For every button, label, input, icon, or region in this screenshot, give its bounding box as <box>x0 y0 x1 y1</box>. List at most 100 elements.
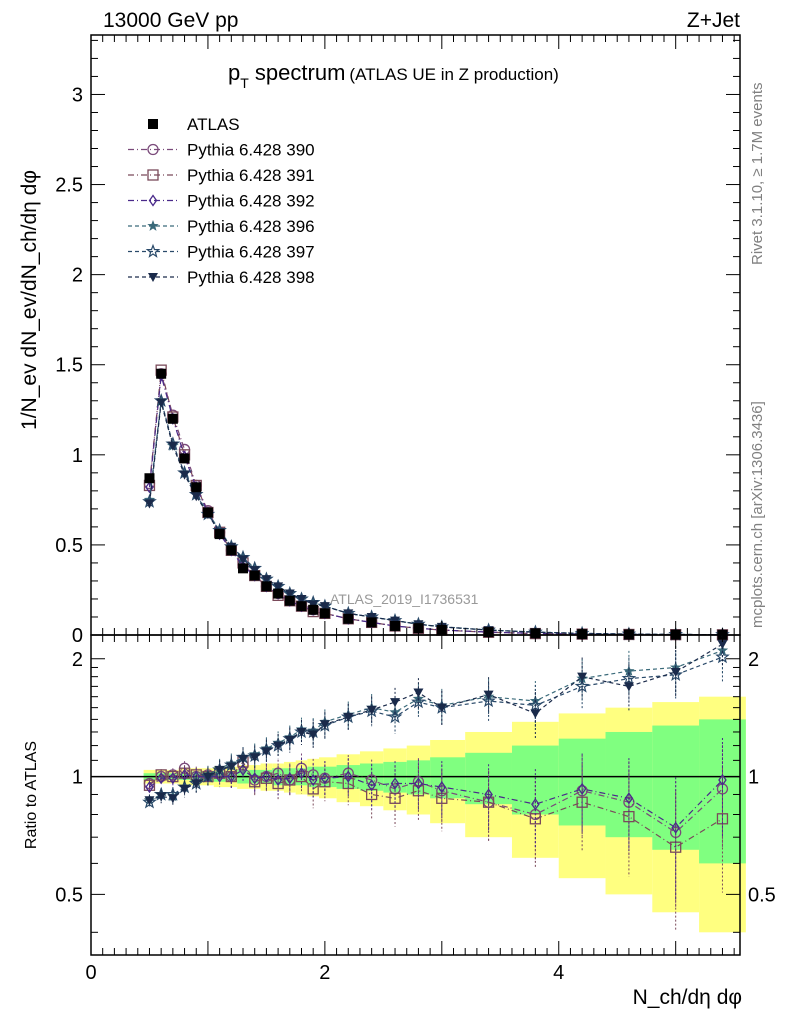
atlas-data-point <box>167 413 178 424</box>
atlas-data-point <box>284 595 295 606</box>
ratio-y-tick-label-right: 0.5 <box>748 884 776 906</box>
legend-marker <box>145 243 161 258</box>
mcplots-label: mcplots.cern.ch [arXiv:1306.3436] <box>749 401 766 628</box>
atlas-data-point <box>249 570 260 581</box>
plot-title-main: p <box>228 60 240 85</box>
ratio-point-pythia-6-428-398 <box>623 682 634 692</box>
ratio-y-axis-title: Ratio to ATLAS <box>23 741 40 849</box>
legend: ATLAS Pythia 6.428 390 Pythia 6.428 391 Pyt… <box>128 115 315 287</box>
atlas-data-point <box>319 608 330 619</box>
ratio-line-pythia-6-428-391 <box>149 760 723 848</box>
legend-marker <box>148 273 158 282</box>
ratio-point-pythia-6-428-398 <box>670 668 681 678</box>
y-tick-label: 1.5 <box>55 355 83 377</box>
ratio-point-pythia-6-428-398 <box>296 727 307 737</box>
atlas-data-point <box>144 473 155 484</box>
series-point-pythia-6-428-398 <box>179 470 190 480</box>
ratio-point-pythia-6-428-392 <box>484 788 493 801</box>
ratio-point-pythia-6-428-398 <box>167 794 178 804</box>
atlas-data-point <box>191 482 202 493</box>
ratio-point-pythia-6-428-392 <box>320 772 330 785</box>
ratio-point-pythia-6-428-392 <box>367 779 376 792</box>
band-green <box>430 757 466 799</box>
ratio-point-pythia-6-428-398 <box>308 730 319 740</box>
legend-marker <box>147 143 159 156</box>
ratio-point-pythia-6-428-397 <box>574 678 590 693</box>
atlas-data-point <box>238 563 249 574</box>
ratio-y-tick-label: 2 <box>72 649 83 671</box>
ratio-point-pythia-6-428-398 <box>390 698 401 708</box>
atlas-data-point <box>202 507 213 518</box>
y-axis-title: 1/N_ev dN_ev/dN_ch/dη dφ <box>18 170 41 430</box>
y-tick-label: 0 <box>72 625 83 647</box>
legend-label: Pythia 6.428 392 <box>187 192 315 211</box>
ratio-point-pythia-6-428-397 <box>481 693 496 708</box>
legend-marker <box>147 169 159 181</box>
ratio-point-pythia-6-428-392 <box>262 770 271 783</box>
ratio-point-pythia-6-428-398 <box>530 709 541 719</box>
ratio-point-pythia-6-428-398 <box>413 688 424 698</box>
rivet-label: Rivet 3.1.10, ≥ 1.7M events <box>749 83 766 266</box>
ratio-point-pythia-6-428-392 <box>250 772 260 785</box>
x-tick-label: 4 <box>553 962 564 984</box>
series-point-pythia-6-428-398 <box>167 441 178 451</box>
ratio-point-pythia-6-428-392 <box>308 773 318 787</box>
ratio-point-pythia-6-428-392 <box>215 770 224 783</box>
atlas-data-point <box>156 368 167 379</box>
legend-label: Pythia 6.428 391 <box>187 166 315 185</box>
legend-label: ATLAS <box>187 115 240 134</box>
atlas-data-point <box>226 545 237 556</box>
ratio-point-pythia-6-428-392 <box>343 770 353 783</box>
ratio-point-pythia-6-428-398 <box>191 779 202 789</box>
ratio-point-pythia-6-428-398 <box>273 741 284 751</box>
ratio-point-pythia-6-428-392 <box>718 773 727 787</box>
ratio-y-tick-label-right: 2 <box>748 649 759 671</box>
ratio-point-pythia-6-428-392 <box>227 770 236 783</box>
legend-label: Pythia 6.428 396 <box>187 217 315 236</box>
ratio-point-pythia-6-428-398 <box>436 703 447 713</box>
x-tick-label: 2 <box>319 962 330 984</box>
series-point-pythia-6-428-398 <box>238 555 249 565</box>
series-point-pythia-6-428-398 <box>261 575 272 585</box>
y-tick-label: 2 <box>72 265 83 287</box>
plot-title-small: (ATLAS UE in Z production) <box>349 65 558 84</box>
atlas-data-point <box>343 613 354 624</box>
process-label: Z+Jet <box>687 9 740 32</box>
series-point-pythia-6-428-398 <box>319 602 330 612</box>
ratio-point-pythia-6-428-398 <box>366 705 377 715</box>
ratio-y-tick-label: 0.5 <box>55 884 83 906</box>
ratio-point-pythia-6-428-398 <box>483 690 494 700</box>
legend-marker <box>147 220 159 231</box>
atlas-data-point <box>214 529 225 540</box>
atlas-data-point <box>366 617 377 628</box>
ratio-y-tick-label-right: 1 <box>748 767 759 789</box>
series-point-pythia-6-428-398 <box>144 499 155 509</box>
ratio-point-pythia-6-428-392 <box>531 798 540 811</box>
ratio-point-pythia-6-428-398 <box>717 640 728 650</box>
ratio-point-pythia-6-428-398 <box>214 765 225 775</box>
ratio-frame <box>90 634 741 956</box>
ratio-point-pythia-6-428-398 <box>284 736 295 746</box>
ratio-point-pythia-6-428-391 <box>155 769 167 781</box>
ratio-point-pythia-6-428-397 <box>411 694 426 709</box>
plot-title: pT spectrum (ATLAS UE in Z production) <box>228 60 559 91</box>
ratio-point-pythia-6-428-392 <box>156 772 166 785</box>
legend-label: Pythia 6.428 397 <box>187 243 315 262</box>
ratio-point-pythia-6-428-398 <box>226 762 237 772</box>
atlas-data-point <box>296 601 307 612</box>
ratio-point-pythia-6-428-392 <box>145 780 154 794</box>
atlas-data-point <box>261 581 272 592</box>
ratio-point-pythia-6-428-398 <box>202 772 213 782</box>
ratio-point-pythia-6-428-392 <box>285 772 295 785</box>
series-point-pythia-6-428-398 <box>296 594 307 604</box>
y-tick-label: 2.5 <box>55 175 83 197</box>
ratio-point-pythia-6-428-398 <box>261 747 272 757</box>
atlas-data-point <box>308 604 319 615</box>
legend-label: Pythia 6.428 390 <box>187 141 315 160</box>
ratio-point-pythia-6-428-392 <box>390 777 400 790</box>
ratio-point-pythia-6-428-392 <box>414 777 423 790</box>
ratio-point-pythia-6-428-392 <box>273 773 283 787</box>
x-tick-label: 0 <box>85 962 96 984</box>
ratio-point-pythia-6-428-392 <box>297 767 306 780</box>
